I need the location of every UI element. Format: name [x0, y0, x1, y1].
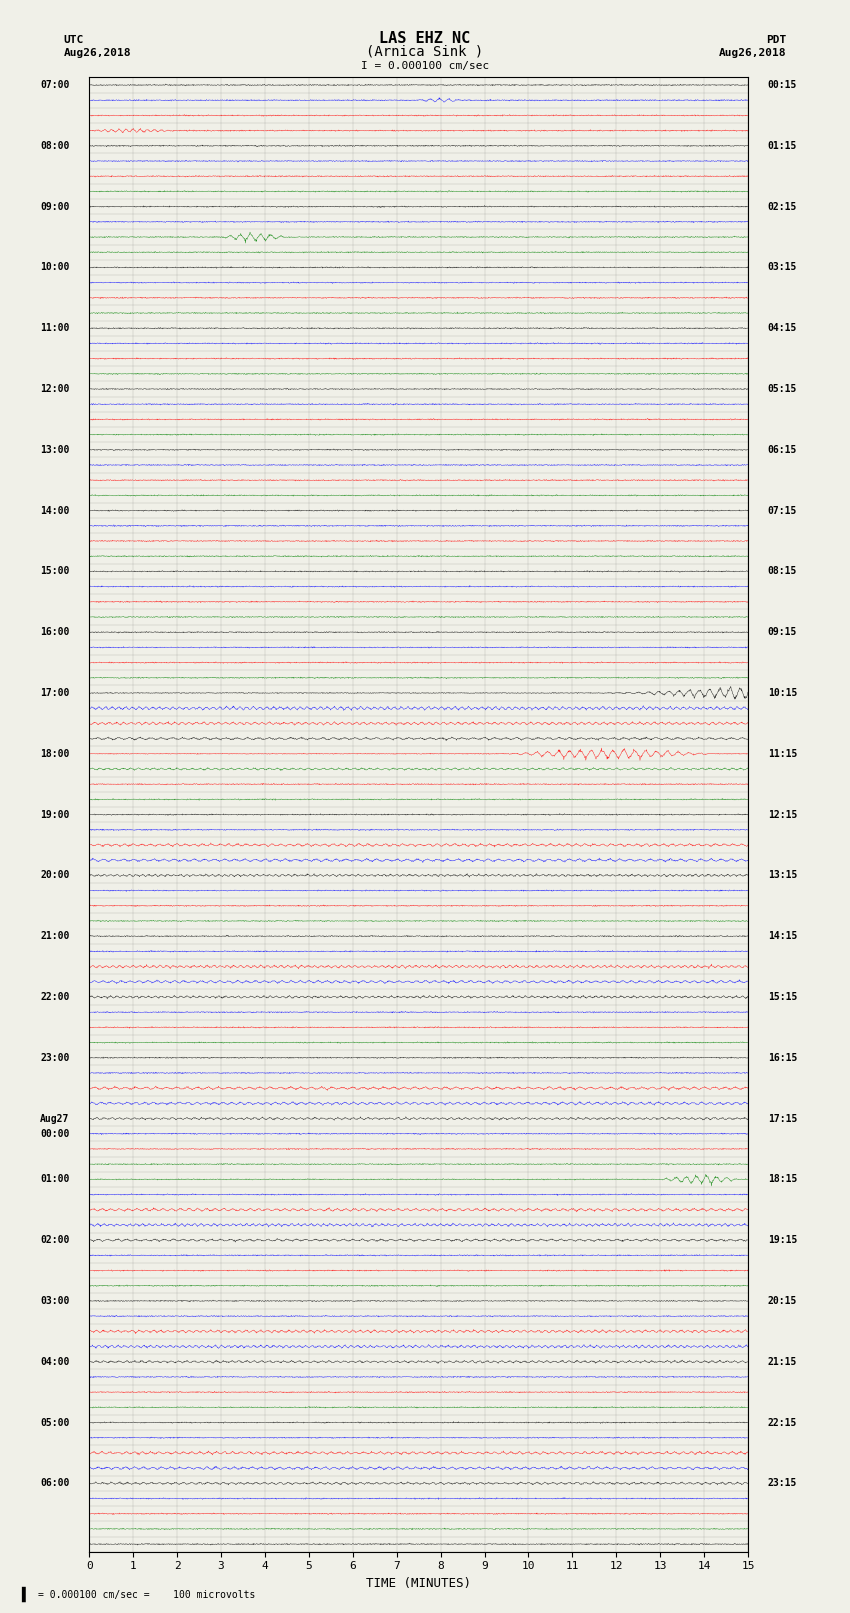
Text: 15:00: 15:00: [40, 566, 70, 576]
Text: 01:00: 01:00: [40, 1174, 70, 1184]
Text: 22:15: 22:15: [768, 1418, 797, 1428]
Text: 00:15: 00:15: [768, 81, 797, 90]
Text: 18:15: 18:15: [768, 1174, 797, 1184]
Text: 06:15: 06:15: [768, 445, 797, 455]
Text: 05:15: 05:15: [768, 384, 797, 394]
Text: 20:00: 20:00: [40, 871, 70, 881]
Text: I = 0.000100 cm/sec: I = 0.000100 cm/sec: [361, 61, 489, 71]
Text: 08:00: 08:00: [40, 140, 70, 152]
Text: 19:15: 19:15: [768, 1236, 797, 1245]
Text: 02:15: 02:15: [768, 202, 797, 211]
Text: 03:15: 03:15: [768, 263, 797, 273]
Text: PDT: PDT: [766, 35, 786, 45]
Text: 23:15: 23:15: [768, 1478, 797, 1489]
Text: 19:00: 19:00: [40, 810, 70, 819]
Text: 12:15: 12:15: [768, 810, 797, 819]
Text: 08:15: 08:15: [768, 566, 797, 576]
Text: 11:00: 11:00: [40, 323, 70, 334]
Text: 01:15: 01:15: [768, 140, 797, 152]
Text: 13:15: 13:15: [768, 871, 797, 881]
Text: LAS EHZ NC: LAS EHZ NC: [379, 31, 471, 45]
Text: 07:00: 07:00: [40, 81, 70, 90]
Text: Aug26,2018: Aug26,2018: [719, 48, 786, 58]
Text: ▌: ▌: [21, 1586, 29, 1602]
Text: 23:00: 23:00: [40, 1053, 70, 1063]
Text: 18:00: 18:00: [40, 748, 70, 758]
Text: 06:00: 06:00: [40, 1478, 70, 1489]
Text: 11:15: 11:15: [768, 748, 797, 758]
Text: 20:15: 20:15: [768, 1295, 797, 1307]
Text: 22:00: 22:00: [40, 992, 70, 1002]
Text: 07:15: 07:15: [768, 505, 797, 516]
Text: 21:15: 21:15: [768, 1357, 797, 1366]
Text: 10:15: 10:15: [768, 689, 797, 698]
Text: 14:15: 14:15: [768, 931, 797, 940]
Text: Aug27: Aug27: [40, 1113, 70, 1124]
Text: 21:00: 21:00: [40, 931, 70, 940]
Text: 14:00: 14:00: [40, 505, 70, 516]
Text: 03:00: 03:00: [40, 1295, 70, 1307]
Text: 09:15: 09:15: [768, 627, 797, 637]
Text: 09:00: 09:00: [40, 202, 70, 211]
Text: Aug26,2018: Aug26,2018: [64, 48, 131, 58]
Text: 00:00: 00:00: [40, 1129, 70, 1139]
Text: (Arnica Sink ): (Arnica Sink ): [366, 45, 484, 58]
Text: 04:00: 04:00: [40, 1357, 70, 1366]
Text: 15:15: 15:15: [768, 992, 797, 1002]
X-axis label: TIME (MINUTES): TIME (MINUTES): [366, 1578, 471, 1590]
Text: 10:00: 10:00: [40, 263, 70, 273]
Text: = 0.000100 cm/sec =    100 microvolts: = 0.000100 cm/sec = 100 microvolts: [38, 1590, 256, 1600]
Text: 13:00: 13:00: [40, 445, 70, 455]
Text: 02:00: 02:00: [40, 1236, 70, 1245]
Text: 16:15: 16:15: [768, 1053, 797, 1063]
Text: 16:00: 16:00: [40, 627, 70, 637]
Text: 17:15: 17:15: [768, 1113, 797, 1124]
Text: 04:15: 04:15: [768, 323, 797, 334]
Text: 05:00: 05:00: [40, 1418, 70, 1428]
Text: 17:00: 17:00: [40, 689, 70, 698]
Text: 12:00: 12:00: [40, 384, 70, 394]
Text: UTC: UTC: [64, 35, 84, 45]
